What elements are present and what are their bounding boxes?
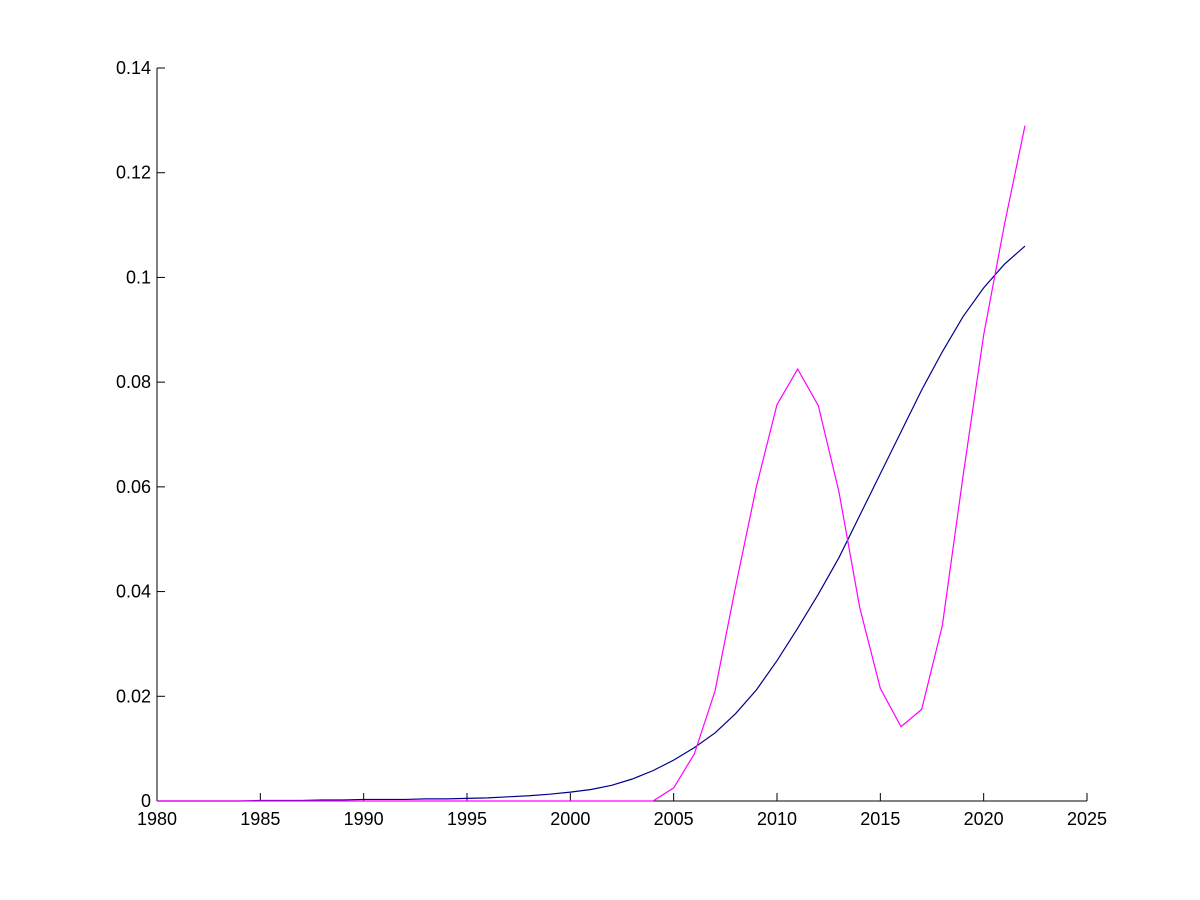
- x-tick-label: 1980: [137, 809, 177, 829]
- y-tick-label: 0.04: [116, 582, 151, 602]
- y-tick-label: 0.14: [116, 58, 151, 78]
- x-tick-label: 1990: [344, 809, 384, 829]
- y-tick-label: 0.12: [116, 163, 151, 183]
- x-tick-label: 2020: [964, 809, 1004, 829]
- x-tick-label: 2025: [1067, 809, 1107, 829]
- x-tick-label: 1995: [447, 809, 487, 829]
- y-tick-label: 0: [141, 791, 151, 811]
- x-tick-label: 2015: [860, 809, 900, 829]
- series-line: [157, 125, 1026, 802]
- x-tick-label: 2005: [654, 809, 694, 829]
- series-line: [157, 245, 1026, 802]
- y-tick-label: 0.1: [126, 267, 151, 287]
- x-tick-label: 2000: [550, 809, 590, 829]
- y-tick-label: 0.06: [116, 477, 151, 497]
- y-tick-label: 0.02: [116, 686, 151, 706]
- x-tick-label: 2010: [757, 809, 797, 829]
- y-tick-label: 0.08: [116, 372, 151, 392]
- x-tick-label: 1985: [240, 809, 280, 829]
